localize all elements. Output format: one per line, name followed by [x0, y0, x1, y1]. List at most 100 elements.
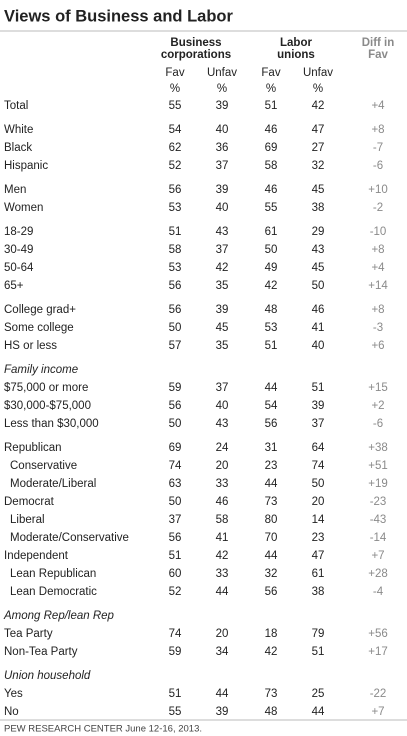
- cell: +51: [368, 460, 388, 472]
- cell: 50: [312, 478, 325, 490]
- cell: 50: [169, 496, 182, 508]
- cell: +15: [368, 382, 388, 394]
- row-label: Men: [4, 184, 26, 196]
- cell: 64: [312, 442, 325, 454]
- row-label: Tea Party: [4, 628, 53, 640]
- cell: 53: [265, 322, 278, 334]
- row-label: Independent: [4, 550, 69, 562]
- cell: 18: [265, 628, 278, 640]
- cell: 33: [216, 568, 229, 580]
- cell: 74: [169, 460, 182, 472]
- cell: 34: [216, 646, 229, 658]
- cell: 32: [312, 160, 325, 172]
- cell: +17: [368, 646, 388, 658]
- header: Business: [170, 37, 221, 49]
- cell: +8: [371, 244, 384, 256]
- cell: 25: [312, 688, 325, 700]
- cell: -2: [373, 202, 383, 214]
- cell: 79: [312, 628, 325, 640]
- cell: 40: [216, 400, 229, 412]
- cell: 37: [216, 160, 229, 172]
- cell: 41: [312, 322, 325, 334]
- cell: 48: [265, 706, 278, 718]
- column-unit: %: [170, 83, 180, 95]
- cell: 59: [169, 382, 182, 394]
- cell: 55: [169, 706, 182, 718]
- cell: 44: [216, 688, 229, 700]
- cell: +7: [371, 706, 384, 718]
- header: Fav: [368, 49, 388, 61]
- cell: 45: [216, 322, 229, 334]
- cell: 37: [312, 418, 325, 430]
- cell: 24: [216, 442, 229, 454]
- cell: 20: [216, 460, 229, 472]
- cell: 48: [265, 304, 278, 316]
- row-label: 18-29: [4, 226, 33, 238]
- cell: 43: [216, 226, 229, 238]
- cell: 55: [169, 100, 182, 112]
- cell: 33: [216, 478, 229, 490]
- cell: -7: [373, 142, 383, 154]
- row-label: $30,000-$75,000: [4, 400, 91, 412]
- cell: 56: [169, 532, 182, 544]
- cell: 51: [312, 382, 325, 394]
- cell: 23: [312, 532, 325, 544]
- cell: -22: [370, 688, 387, 700]
- cell: 39: [216, 304, 229, 316]
- cell: 56: [169, 400, 182, 412]
- cell: 63: [169, 478, 182, 490]
- cell: 61: [312, 568, 325, 580]
- cell: 46: [216, 496, 229, 508]
- cell: 44: [312, 706, 325, 718]
- column-unit: %: [313, 83, 323, 95]
- cell: 58: [169, 244, 182, 256]
- cell: 55: [265, 202, 278, 214]
- title: Views of Business and Labor: [4, 7, 234, 25]
- cell: 61: [265, 226, 278, 238]
- cell: 35: [216, 340, 229, 352]
- cell: 47: [312, 124, 325, 136]
- cell: 32: [265, 568, 278, 580]
- cell: 57: [169, 340, 182, 352]
- cell: 56: [265, 586, 278, 598]
- cell: 51: [265, 340, 278, 352]
- cell: +4: [371, 100, 385, 112]
- header: Diff in: [362, 37, 395, 49]
- cell: 51: [169, 688, 182, 700]
- cell: 43: [312, 244, 325, 256]
- cell: 44: [265, 550, 278, 562]
- cell: 44: [265, 478, 278, 490]
- row-label: 30-49: [4, 244, 33, 256]
- cell: 58: [265, 160, 278, 172]
- cell: 42: [265, 646, 278, 658]
- cell: 40: [216, 124, 229, 136]
- header: corporations: [161, 49, 231, 61]
- row-label: Democrat: [4, 496, 55, 508]
- cell: 42: [265, 280, 278, 292]
- cell: +38: [368, 442, 388, 454]
- row-label: Moderate/Conservative: [10, 532, 129, 544]
- cell: 42: [216, 262, 229, 274]
- cell: 23: [265, 460, 278, 472]
- cell: 50: [169, 322, 182, 334]
- cell: +6: [371, 340, 384, 352]
- cell: 58: [216, 514, 229, 526]
- cell: 37: [216, 382, 229, 394]
- cell: 29: [312, 226, 325, 238]
- cell: 56: [265, 418, 278, 430]
- cell: 39: [216, 100, 229, 112]
- row-label: Lean Democratic: [10, 586, 97, 598]
- cell: -10: [370, 226, 387, 238]
- header: unions: [277, 49, 315, 61]
- cell: 69: [169, 442, 182, 454]
- cell: -43: [370, 514, 387, 526]
- cell: -6: [373, 160, 383, 172]
- row-label: Black: [4, 142, 32, 154]
- cell: 43: [216, 418, 229, 430]
- cell: 44: [216, 586, 229, 598]
- column-label: Unfav: [303, 67, 333, 79]
- cell: 51: [169, 226, 182, 238]
- cell: 50: [312, 280, 325, 292]
- cell: 73: [265, 688, 278, 700]
